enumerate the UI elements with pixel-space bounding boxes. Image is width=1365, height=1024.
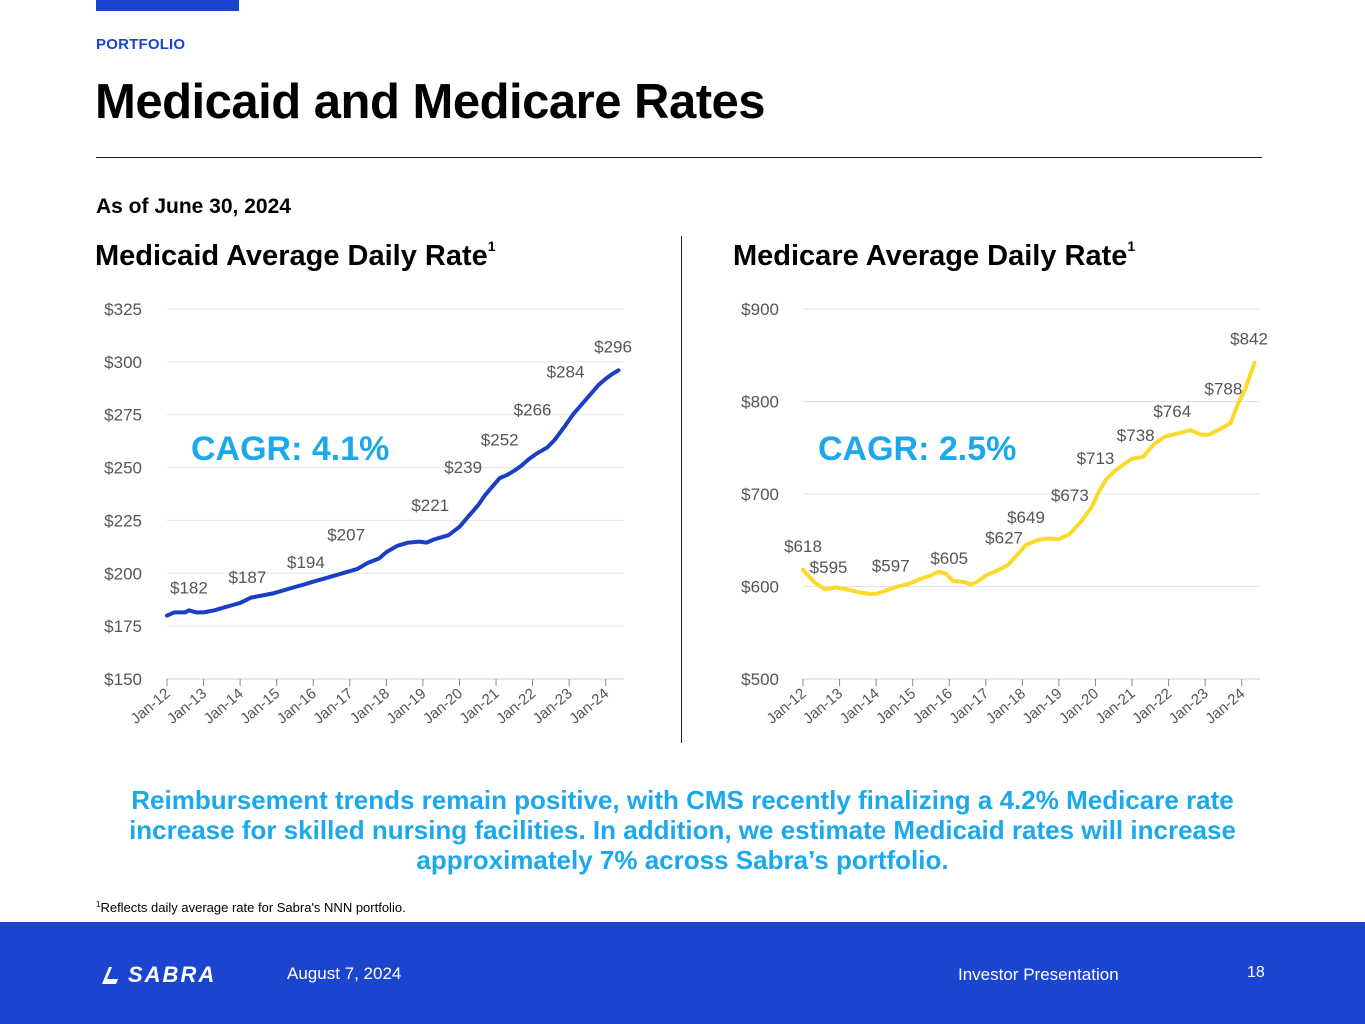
medicaid-data-label: $239 <box>444 458 482 477</box>
footer-date: August 7, 2024 <box>287 964 402 983</box>
medicaid-y-tick-label: $275 <box>104 406 142 425</box>
medicare-y-tick-label: $600 <box>741 578 779 597</box>
footnote-marker: 1 <box>96 900 101 909</box>
medicaid-y-tick-label: $150 <box>104 670 142 689</box>
sabra-logo: SABRA <box>100 960 216 990</box>
medicaid-data-label: $194 <box>287 553 325 572</box>
medicaid-data-label: $221 <box>411 496 449 515</box>
medicare-chart-title-text: Medicare Average Daily Rate <box>733 240 1128 272</box>
medicaid-y-tick-label: $175 <box>104 617 142 636</box>
medicaid-y-tick-label: $325 <box>104 300 142 319</box>
medicaid-y-tick-label: $200 <box>104 564 142 583</box>
medicaid-data-label: $187 <box>229 568 267 587</box>
section-kicker: PORTFOLIO <box>96 36 186 53</box>
medicaid-cagr-label: CAGR: 4.1% <box>191 430 390 468</box>
page-title: Medicaid and Medicare Rates <box>95 75 766 129</box>
medicare-data-label: $597 <box>872 556 910 575</box>
medicare-x-tick-label: Jan-19 <box>1019 685 1065 728</box>
medicare-x-tick-label: Jan-14 <box>837 685 883 728</box>
medicaid-series-line <box>165 368 621 618</box>
medicare-data-label: $738 <box>1117 426 1155 445</box>
medicare-title-footnote-marker: 1 <box>1127 238 1136 254</box>
medicare-chart-title: Medicare Average Daily Rate1 <box>733 238 1136 273</box>
chart-divider <box>681 236 682 743</box>
medicare-x-tick-label: Jan-22 <box>1129 685 1175 728</box>
medicare-data-label: $627 <box>985 529 1023 548</box>
medicaid-data-label: $284 <box>547 363 585 382</box>
medicare-x-tick-label: Jan-18 <box>983 685 1029 728</box>
medicaid-data-label: $266 <box>514 401 552 420</box>
medicare-x-tick-label: Jan-16 <box>910 685 956 728</box>
medicaid-y-tick-label: $250 <box>104 459 142 478</box>
key-message: Reimbursement trends remain positive, wi… <box>129 785 1236 875</box>
medicare-y-tick-label: $900 <box>741 300 779 319</box>
medicare-y-tick-label: $700 <box>741 485 779 504</box>
medicare-data-label: $764 <box>1153 402 1191 421</box>
sabra-logo-text: SABRA <box>128 962 217 987</box>
medicaid-y-tick-label: $225 <box>104 511 142 530</box>
medicaid-data-label: $182 <box>170 578 208 597</box>
medicare-y-tick-label: $800 <box>741 393 779 412</box>
top-accent-bar <box>96 0 239 11</box>
medicare-data-label: $605 <box>930 549 968 568</box>
medicare-y-tick-label: $500 <box>741 670 779 689</box>
medicare-data-label: $649 <box>1007 508 1045 527</box>
medicare-series-line <box>801 360 1257 596</box>
medicare-x-tick-label: Jan-21 <box>1093 685 1139 728</box>
medicaid-data-label: $252 <box>481 430 519 449</box>
medicare-cagr-label: CAGR: 2.5% <box>818 430 1017 468</box>
footer-band <box>0 922 1365 1024</box>
sabra-logo-icon <box>102 967 118 984</box>
medicaid-chart-title-text: Medicaid Average Daily Rate <box>95 240 488 272</box>
footnote-text: Reflects daily average rate for Sabra's … <box>100 900 406 915</box>
footnote: 1Reflects daily average rate for Sabra's… <box>96 900 406 915</box>
medicare-x-tick-label: Jan-15 <box>873 685 919 728</box>
medicaid-chart-title: Medicaid Average Daily Rate1 <box>95 238 496 273</box>
page-number: 18 <box>1247 964 1265 981</box>
medicare-x-tick-label: Jan-24 <box>1202 685 1248 728</box>
medicare-data-label: $618 <box>784 537 822 556</box>
medicare-x-tick-label: Jan-12 <box>764 685 810 728</box>
medicare-data-label: $842 <box>1230 330 1268 349</box>
medicaid-title-footnote-marker: 1 <box>487 238 496 254</box>
medicare-data-label: $713 <box>1077 449 1115 468</box>
title-divider <box>96 157 1262 158</box>
medicare-x-tick-label: Jan-20 <box>1056 685 1102 728</box>
medicaid-data-label: $207 <box>327 525 365 544</box>
medicare-x-tick-label: Jan-23 <box>1166 685 1212 728</box>
medicaid-data-label: $296 <box>594 337 632 356</box>
medicare-data-label: $673 <box>1051 486 1089 505</box>
as-of-date: As of June 30, 2024 <box>96 195 291 218</box>
medicaid-y-tick-label: $300 <box>104 353 142 372</box>
footer-presentation-label: Investor Presentation <box>958 965 1119 984</box>
medicare-data-label: $788 <box>1205 380 1243 399</box>
medicare-x-tick-label: Jan-13 <box>800 685 846 728</box>
medicare-x-tick-label: Jan-17 <box>946 685 992 728</box>
medicare-data-label: $595 <box>810 558 848 577</box>
